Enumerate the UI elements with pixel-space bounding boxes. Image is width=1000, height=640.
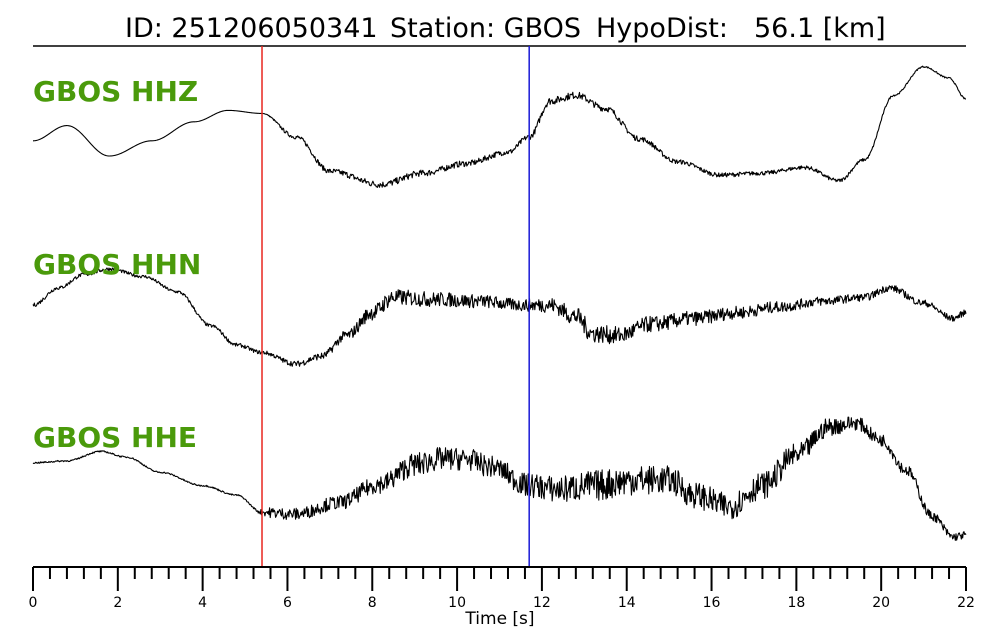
x-tick-label: 0 (29, 595, 38, 611)
station-text: Station: GBOS (390, 13, 581, 44)
x-tick-label: 16 (703, 595, 721, 611)
phase-picks (261, 46, 530, 567)
trace-hhz (32, 65, 967, 188)
x-tick-label: 20 (872, 595, 890, 611)
trace-hhn (32, 267, 967, 367)
trace-labels: GBOS HHZ GBOS HHN GBOS HHE (33, 75, 201, 454)
x-tick-label: 12 (533, 595, 551, 611)
hypodist-value: 56.1 [km] (754, 13, 886, 44)
x-tick-label: 14 (618, 595, 636, 611)
x-tick-label: 2 (113, 595, 122, 611)
figure-title: ID: 251206050341 Station: GBOS HypoDist:… (125, 13, 886, 44)
x-tick-label: 8 (368, 595, 377, 611)
trace-label-hhz: GBOS HHZ (33, 75, 198, 108)
trace-group (32, 65, 967, 541)
x-tick-label: 22 (957, 595, 975, 611)
trace-label-hhn: GBOS HHN (33, 248, 201, 281)
x-tick-label: 10 (448, 595, 466, 611)
x-tick-label: 18 (787, 595, 805, 611)
trace-hhe (32, 416, 967, 541)
event-id-text: ID: 251206050341 (125, 13, 378, 44)
x-tick-label: 4 (198, 595, 207, 611)
hypodist-label: HypoDist: (596, 13, 728, 44)
x-axis-label: Time [s] (464, 609, 534, 629)
trace-label-hhe: GBOS HHE (33, 421, 197, 454)
time-axis: 0 2 4 6 8 10 12 14 16 18 20 22 (29, 566, 975, 611)
x-tick-label: 6 (283, 595, 292, 611)
